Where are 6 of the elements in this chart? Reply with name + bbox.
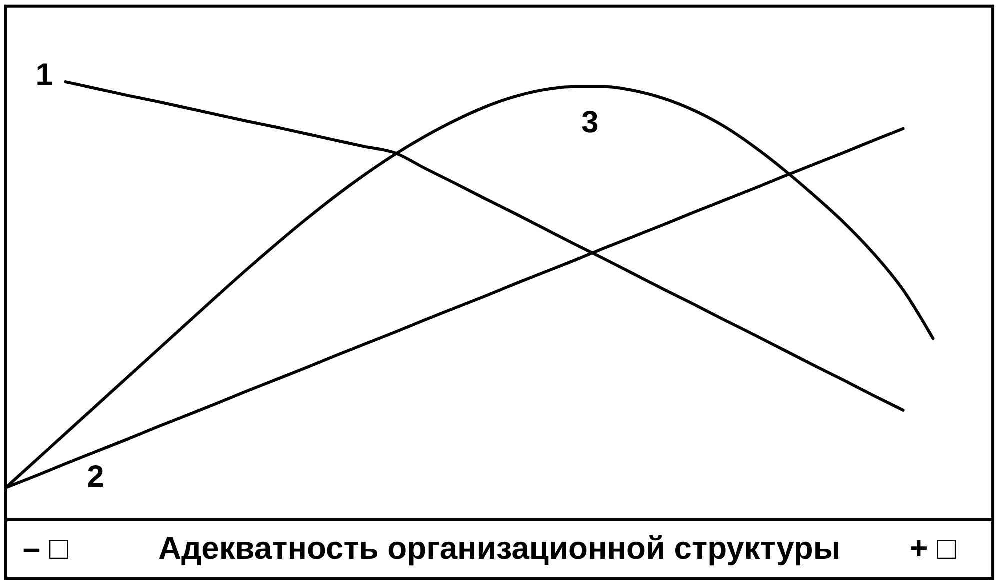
text: – □ <box>22 530 70 566</box>
series-label: 2 <box>87 458 104 494</box>
x-axis-title: Адекватность организационной структуры <box>158 530 841 566</box>
series-label: 1 <box>36 57 53 92</box>
text: + □ <box>910 530 957 566</box>
series-label: 3 <box>582 104 599 140</box>
